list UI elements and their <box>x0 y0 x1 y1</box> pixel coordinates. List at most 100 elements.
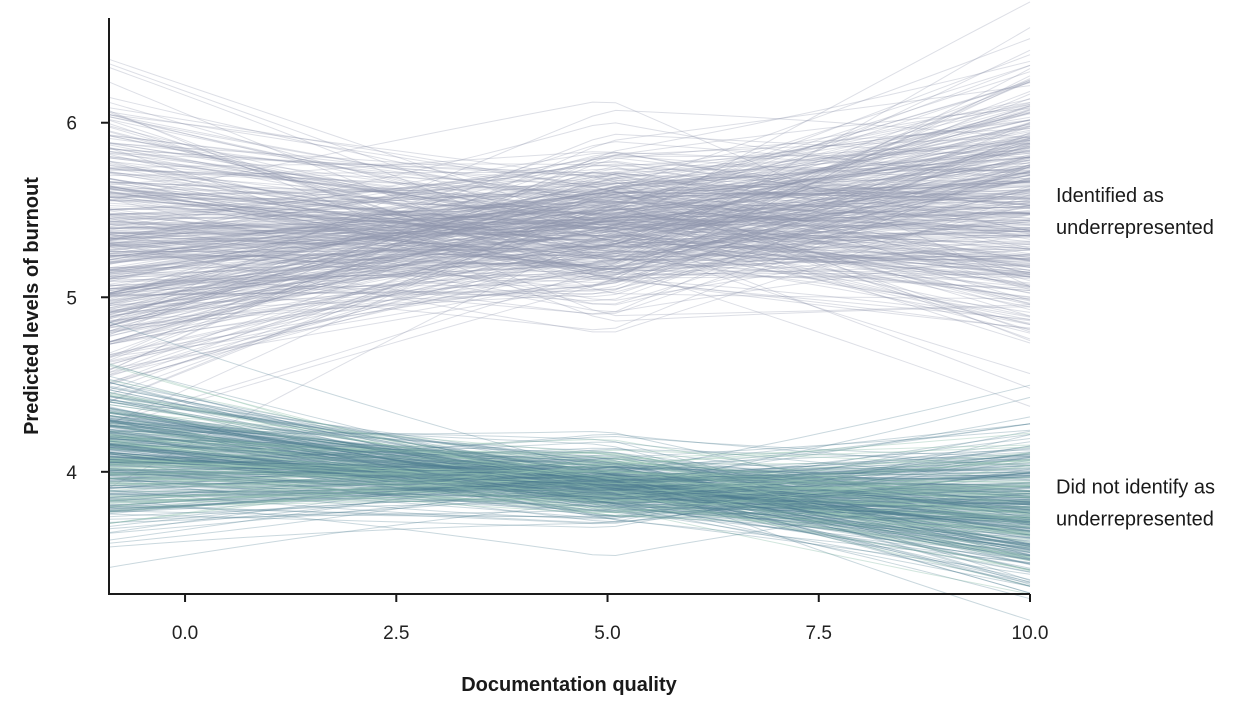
draw-line <box>108 38 1031 425</box>
draw-line <box>108 466 1031 477</box>
draw-line <box>108 482 1031 503</box>
draw-line <box>108 456 1031 515</box>
draw-line <box>108 472 1031 498</box>
draw-line <box>108 393 1031 553</box>
draw-line <box>108 109 1031 324</box>
draw-line <box>108 122 1031 231</box>
draw-line <box>108 190 1031 278</box>
draw-line <box>108 126 1031 365</box>
draw-line <box>108 179 1031 281</box>
draw-line <box>108 476 1031 507</box>
draw-line <box>108 180 1031 254</box>
draw-line <box>108 440 1031 526</box>
draw-line <box>108 108 1031 337</box>
draw-line <box>108 152 1031 251</box>
draw-line <box>108 157 1031 325</box>
draw-line <box>108 391 1031 537</box>
draw-line <box>108 213 1031 235</box>
draw-line <box>108 197 1031 280</box>
draw-line <box>108 455 1031 509</box>
x-axis-ticks: 0.0 2.5 5.0 7.5 10.0 <box>172 594 1048 644</box>
draw-line <box>108 162 1031 285</box>
draw-line <box>108 435 1031 545</box>
draw-line <box>108 148 1031 272</box>
draw-line <box>108 438 1031 534</box>
draw-line <box>108 191 1031 255</box>
draw-line <box>108 455 1031 527</box>
draw-line <box>108 418 1031 560</box>
draw-line <box>108 112 1031 345</box>
draw-line <box>108 458 1031 490</box>
draw-line <box>108 192 1031 275</box>
draw-line <box>108 444 1031 500</box>
draw-line <box>108 119 1031 345</box>
draw-line <box>108 429 1031 529</box>
draw-line <box>108 208 1031 242</box>
draw-line <box>108 166 1031 253</box>
draw-line <box>108 456 1031 528</box>
draw-line <box>108 391 1031 521</box>
draw-line <box>108 135 1031 324</box>
draw-line <box>108 404 1031 548</box>
draw-line <box>108 195 1031 244</box>
draw-line <box>108 164 1031 331</box>
draw-line <box>108 442 1031 524</box>
draw-line <box>108 108 1031 372</box>
draw-line <box>108 433 1031 553</box>
draw-line <box>108 468 1031 497</box>
draw-line <box>108 432 1031 584</box>
draw-line <box>108 66 1031 407</box>
draw-line <box>108 134 1031 311</box>
draw-line <box>108 144 1031 319</box>
draw-line <box>108 215 1031 249</box>
draw-line <box>108 198 1031 272</box>
draw-line <box>108 424 1031 546</box>
draw-line <box>108 167 1031 313</box>
draw-line <box>108 168 1031 326</box>
draw-line <box>108 221 1031 268</box>
draw-line <box>108 468 1031 510</box>
draw-line <box>108 431 1031 532</box>
draw-line <box>108 474 1031 485</box>
draw-line <box>108 194 1031 300</box>
draw-line <box>108 445 1031 509</box>
draw-line <box>108 460 1031 511</box>
draw-line <box>108 421 1031 532</box>
draw-line <box>108 185 1031 322</box>
draw-line <box>108 396 1031 561</box>
draw-line <box>108 461 1031 526</box>
draw-line <box>108 109 1031 362</box>
draw-line <box>108 470 1031 492</box>
draw-line <box>108 430 1031 566</box>
draw-line <box>108 235 1030 244</box>
draw-line <box>108 166 1031 315</box>
draw-line <box>108 411 1031 600</box>
draw-line <box>108 227 1031 253</box>
draw-line <box>108 433 1031 466</box>
draw-line <box>108 226 1031 237</box>
draw-line <box>108 212 1031 250</box>
draw-line <box>108 157 1031 310</box>
draw-line <box>108 181 1031 273</box>
draw-line <box>108 482 1031 491</box>
draw-line <box>108 171 1031 242</box>
draw-line <box>108 471 1031 517</box>
draw-line <box>108 420 1031 559</box>
draw-line <box>108 409 1031 502</box>
draw-line <box>108 181 1031 258</box>
draw-line <box>108 160 1031 248</box>
draw-line <box>108 437 1031 519</box>
draw-line <box>108 212 1031 264</box>
draw-line <box>108 432 1031 502</box>
draw-line <box>108 441 1031 504</box>
draw-line <box>108 399 1031 551</box>
draw-line <box>108 485 1031 502</box>
draw-line <box>108 433 1031 568</box>
draw-line <box>108 461 1031 511</box>
draw-line <box>108 168 1031 261</box>
draw-line <box>108 189 1031 226</box>
draw-line <box>108 206 1031 257</box>
draw-line <box>108 187 1031 264</box>
draw-line <box>108 446 1031 516</box>
draw-line <box>108 433 1031 514</box>
